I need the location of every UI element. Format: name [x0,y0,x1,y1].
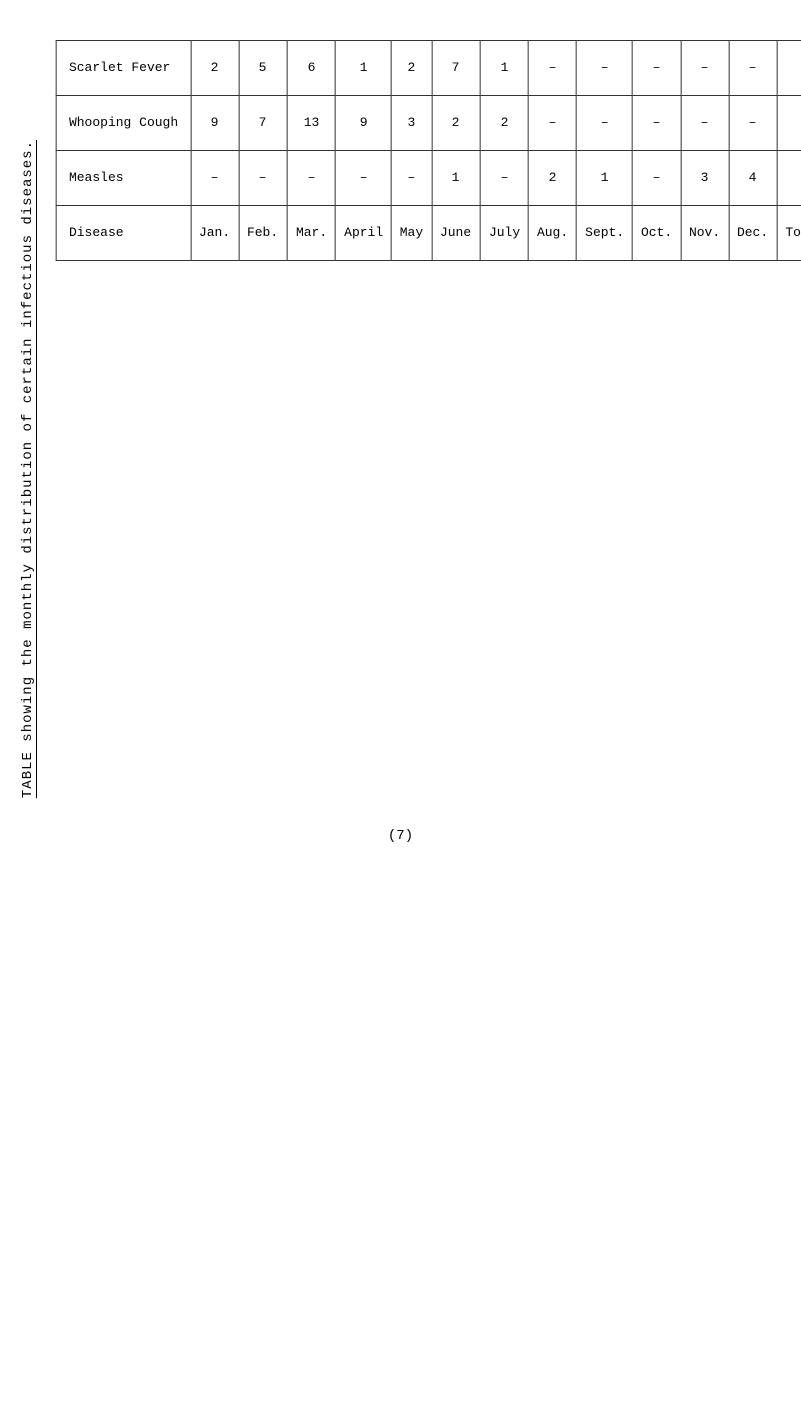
cell: 2 [528,151,576,206]
header-mar: Mar. [287,206,335,261]
cell: 2 [391,41,431,96]
cell: – [729,96,777,151]
cell: – [576,96,632,151]
cell: – [681,96,729,151]
cell: 3 [391,96,431,151]
cell: – [335,151,391,206]
table-caption: TABLE showing the monthly distribution o… [20,140,36,798]
cell: – [391,151,431,206]
cell: – [287,151,335,206]
cell: 9 [191,96,239,151]
cell: 13 [287,96,335,151]
cell: 1 [335,41,391,96]
header-disease: Disease [57,206,191,261]
cell: 1 [432,151,480,206]
cell: – [528,96,576,151]
cell: – [239,151,287,206]
cell: 11 [777,151,801,206]
row-scarlet-name: Scarlet Fever [57,41,191,96]
header-totals: Totals [777,206,801,261]
row-measles-name: Measles [57,151,191,206]
cell: 1 [576,151,632,206]
header-nov: Nov. [681,206,729,261]
page-number: (7) [20,828,781,844]
cell: 2 [480,96,528,151]
cell: – [576,41,632,96]
cell: 3 [681,151,729,206]
cell: 45 [777,96,801,151]
header-feb: Feb. [239,206,287,261]
cell: – [528,41,576,96]
cell: – [681,41,729,96]
cell: 7 [432,41,480,96]
cell: – [632,41,680,96]
cell: 9 [335,96,391,151]
cell: 24 [777,41,801,96]
cell: – [729,41,777,96]
cell: 5 [239,41,287,96]
header-may: May [391,206,431,261]
cell: – [480,151,528,206]
cell: – [632,96,680,151]
header-jan: Jan. [191,206,239,261]
row-whooping-name: Whooping Cough [57,96,191,151]
cell: – [632,151,680,206]
header-dec: Dec. [729,206,777,261]
header-sep: Sept. [576,206,632,261]
table-1952: Disease Measles Whooping Cough Scarlet F… [56,40,801,261]
header-apr: April [335,206,391,261]
cell: 6 [287,41,335,96]
header-aug: Aug. [528,206,576,261]
cell: – [191,151,239,206]
cell: 2 [191,41,239,96]
header-jul: July [480,206,528,261]
cell: 7 [239,96,287,151]
header-jun: June [432,206,480,261]
cell: 2 [432,96,480,151]
header-oct: Oct. [632,206,680,261]
cell: 4 [729,151,777,206]
cell: 1 [480,41,528,96]
